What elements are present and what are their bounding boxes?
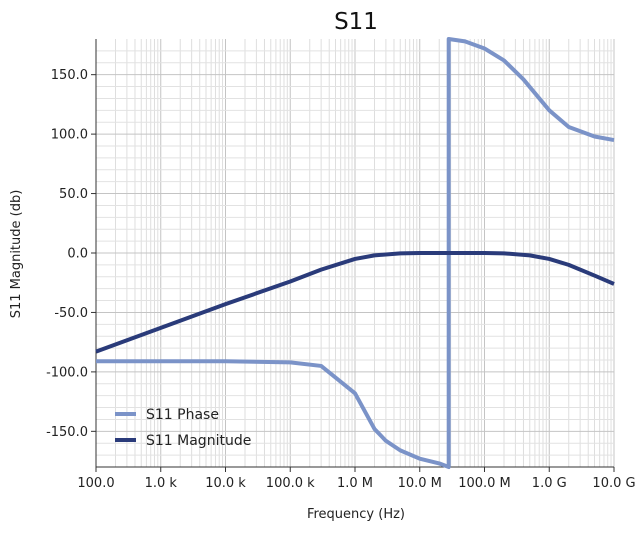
legend: S11 Phase S11 Magnitude xyxy=(115,407,251,449)
y-tick-label: -150.0 xyxy=(46,425,88,440)
x-tick-label: 100.0 M xyxy=(458,476,511,491)
y-tick-label: -100.0 xyxy=(46,365,88,380)
series-lines xyxy=(95,37,615,469)
x-tick-label: 100.0 xyxy=(77,476,114,491)
y-tick-label: 50.0 xyxy=(59,187,88,202)
y-tick-label: 100.0 xyxy=(51,128,88,143)
x-tick-label: 10.0 k xyxy=(205,476,246,491)
x-axis-label: Frequency (Hz) xyxy=(307,507,405,522)
y-tick-label: -50.0 xyxy=(54,306,88,321)
y-axis-label: S11 Magnitude (db) xyxy=(9,190,24,319)
chart-title: S11 xyxy=(334,9,378,35)
x-tick-label: 1.0 G xyxy=(532,476,567,491)
legend-label-magnitude: S11 Magnitude xyxy=(146,433,251,449)
tick-labels: 100.0 1.0 k 10.0 k 100.0 k 1.0 M 10.0 M 100.0 … xyxy=(46,68,636,491)
series-line-s11-phase xyxy=(96,37,615,469)
y-tick-label: 0.0 xyxy=(67,247,88,262)
series-line-s11-magnitude xyxy=(95,251,615,354)
x-tick-label: 1.0 k xyxy=(145,476,178,491)
axes xyxy=(91,39,615,472)
grid xyxy=(95,39,615,467)
x-tick-label: 100.0 k xyxy=(266,476,315,491)
x-tick-label: 10.0 M xyxy=(398,476,442,491)
y-tick-label: 150.0 xyxy=(51,68,88,83)
legend-label-phase: S11 Phase xyxy=(146,407,219,423)
x-tick-label: 1.0 M xyxy=(337,476,373,491)
x-tick-label: 10.0 G xyxy=(592,476,635,491)
